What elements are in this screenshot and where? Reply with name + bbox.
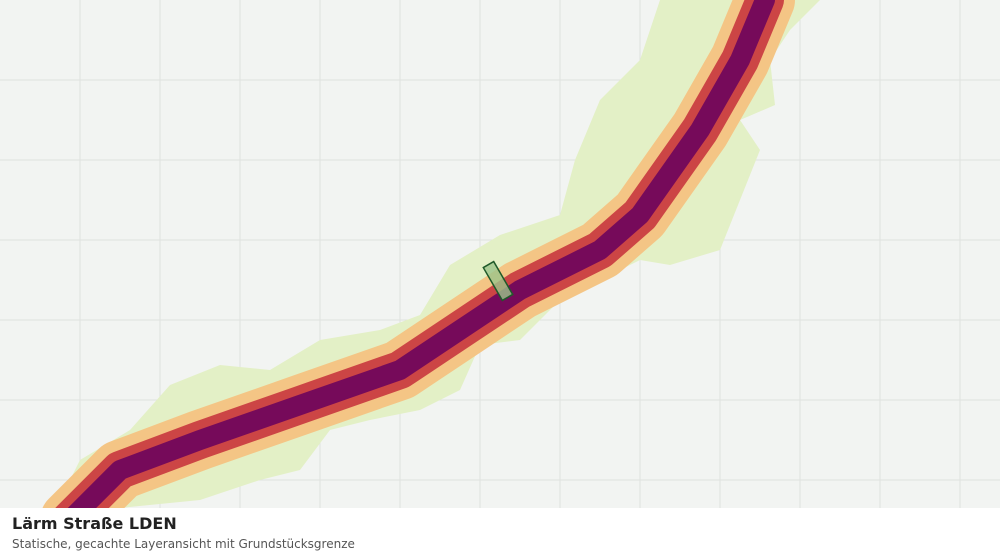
noise-zone-very-high bbox=[67, 0, 775, 508]
noise-zone-low bbox=[60, 0, 820, 508]
caption: Lärm Straße LDEN Statische, gecachte Lay… bbox=[0, 508, 1000, 560]
map-view bbox=[0, 0, 1000, 508]
parcel-boundary[interactable] bbox=[482, 260, 514, 302]
noise-bands bbox=[42, 0, 795, 508]
layer-title: Lärm Straße LDEN bbox=[12, 514, 177, 533]
layer-subtitle: Statische, gecachte Layeransicht mit Gru… bbox=[12, 537, 355, 551]
